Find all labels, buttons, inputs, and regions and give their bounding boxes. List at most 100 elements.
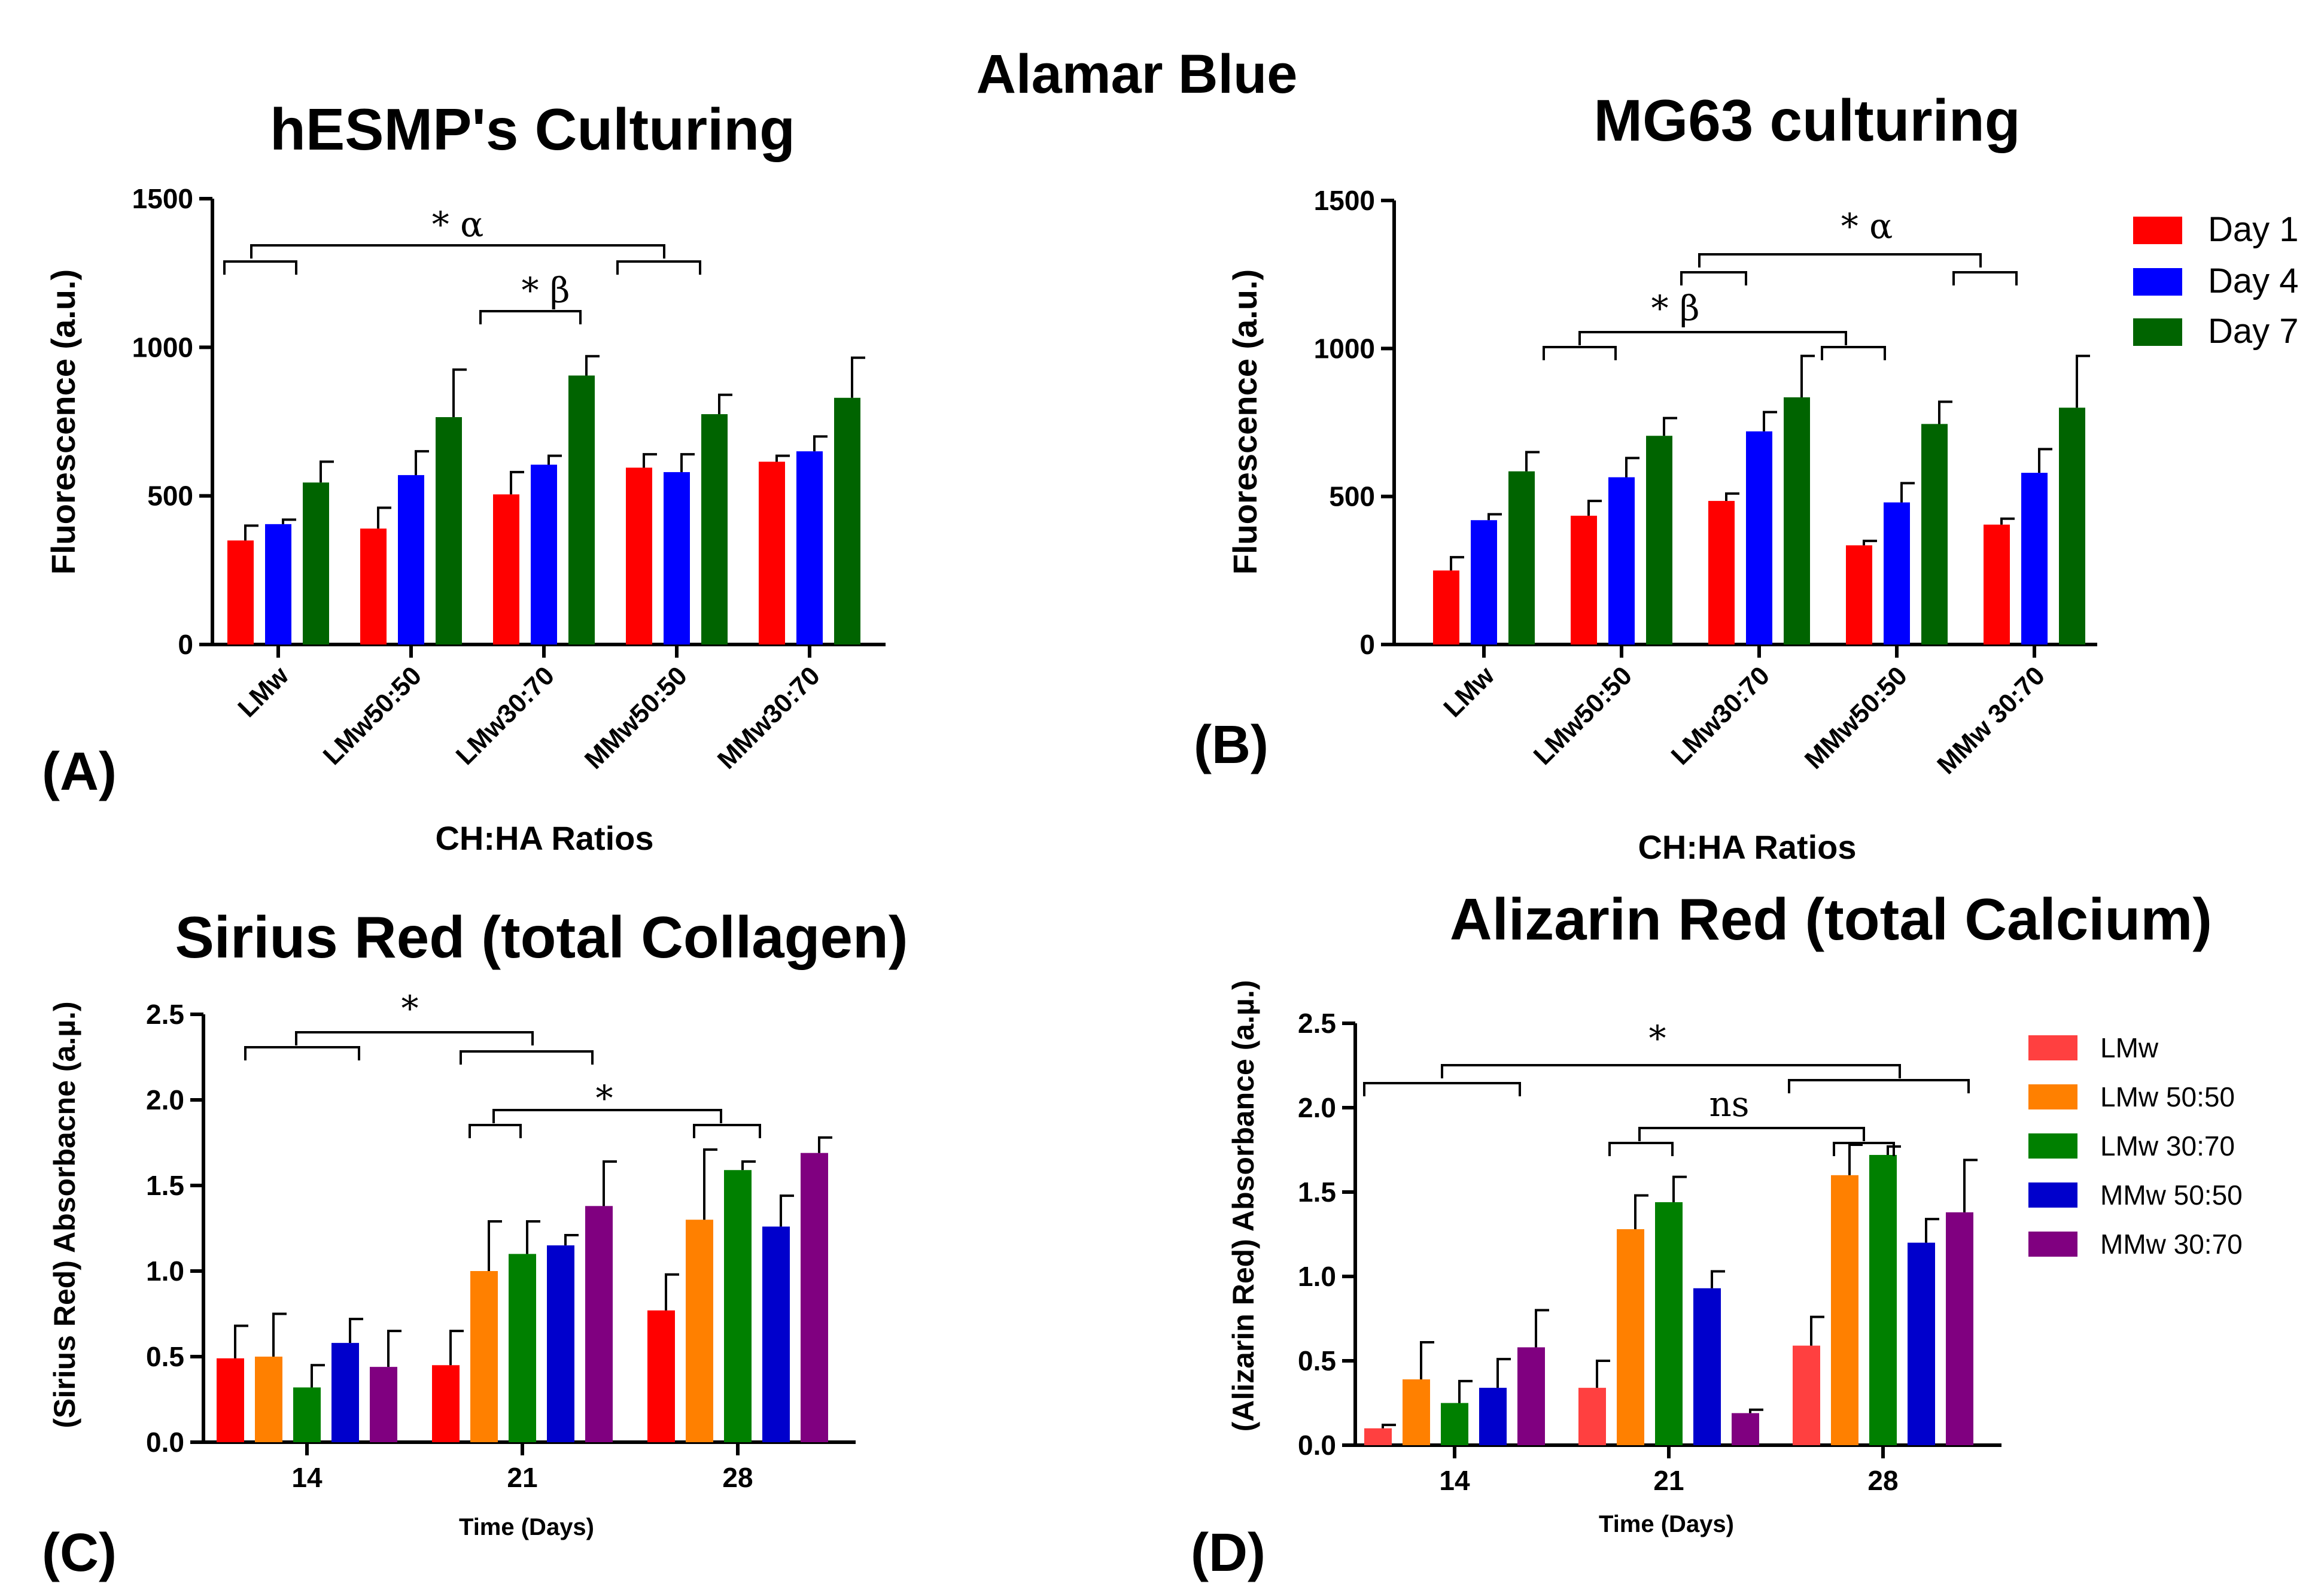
- significance-label: * α: [432, 204, 484, 245]
- y-tick-label: 500: [1329, 481, 1375, 512]
- significance-bracket: [693, 1124, 761, 1138]
- significance-bracket: [469, 1124, 522, 1138]
- bar: [701, 414, 728, 645]
- bar: [1693, 1288, 1721, 1445]
- legend-d-label-lmw5050: LMw 50:50: [2100, 1081, 2235, 1112]
- significance-bracket: [1833, 1142, 1895, 1156]
- panel-d-ylabel: (Alizarin Red) Absorbance (a.µ.): [1227, 980, 1260, 1432]
- legend-d-swatch-lmw5050: [2028, 1084, 2077, 1109]
- panel-b-plot: 0 500 1000 1500 LMw LMw50:50 LMw30:70 MMw50:50 M…: [1314, 185, 2097, 780]
- bar: [1403, 1379, 1430, 1445]
- legend-d-swatch-mmw5050: [2028, 1182, 2077, 1208]
- x-tick-label: MMw 30:70: [1931, 661, 2051, 780]
- x-tick-label: MMw30:70: [712, 661, 826, 774]
- panel-c-label: (C): [42, 1523, 117, 1583]
- bar: [568, 375, 595, 645]
- significance-bracket: [460, 1050, 594, 1065]
- bar: [398, 475, 424, 645]
- panel-d-title: Alizarin Red (total Calcium): [1450, 886, 2212, 952]
- panel-c: Sirius Red (total Collagen) (Sirius Red)…: [42, 904, 908, 1583]
- bar: [1831, 1175, 1858, 1445]
- bar: [1479, 1388, 1507, 1445]
- bar: [1946, 1212, 1973, 1445]
- bar: [647, 1310, 675, 1442]
- bar: [331, 1343, 359, 1442]
- bar: [547, 1245, 574, 1442]
- panel-a-ylabel: Fluorescence (a.u.): [44, 269, 82, 574]
- significance-bracket: [1680, 271, 1747, 285]
- x-tick-label: MMw50:50: [1799, 661, 1913, 774]
- bar: [1984, 524, 2010, 645]
- y-tick-label: 1.0: [1298, 1261, 1336, 1292]
- panel-c-title: Sirius Red (total Collagen): [175, 904, 908, 970]
- legend-d-label-lmw3070: LMw 30:70: [2100, 1130, 2235, 1162]
- panel-a-title: hESMP's Culturing: [270, 96, 795, 162]
- y-tick-label: 1.5: [1298, 1176, 1336, 1208]
- legend-d-swatch-lmw3070: [2028, 1133, 2077, 1159]
- x-tick-label: 21: [1653, 1465, 1684, 1496]
- y-tick-label: 500: [147, 481, 193, 512]
- y-tick-label: 0: [1359, 629, 1375, 660]
- significance-label: * α: [1841, 206, 1893, 247]
- bar: [1921, 424, 1948, 645]
- bar: [1578, 1388, 1606, 1445]
- legend-ab-label-day1: Day 1: [2208, 210, 2299, 249]
- significance-label: *: [1649, 1018, 1666, 1059]
- y-tick-label: 2.5: [146, 999, 184, 1030]
- significance-bracket: [1543, 346, 1617, 360]
- x-tick-label: 21: [507, 1462, 537, 1493]
- legend-ab-swatch-day1: [2133, 217, 2182, 244]
- significance-connector: [1638, 1127, 1865, 1141]
- bar: [2059, 408, 2085, 645]
- y-tick-label: 1500: [132, 183, 193, 214]
- panel-b-ylabel: Fluorescence (a.u.): [1226, 269, 1264, 574]
- bar: [664, 472, 690, 645]
- significance-bracket: [1821, 346, 1886, 360]
- bar: [1784, 397, 1810, 645]
- bar: [509, 1254, 536, 1442]
- bar: [1571, 515, 1597, 645]
- bar: [1793, 1345, 1820, 1445]
- bar: [255, 1357, 282, 1442]
- panel-c-ylabel: (Sirius Red) Absorbacne (a.µ.): [48, 1001, 81, 1428]
- y-tick-label: 0.0: [146, 1427, 184, 1458]
- significance-bracket: [1363, 1082, 1521, 1096]
- bar: [1608, 477, 1635, 645]
- bar: [801, 1153, 828, 1442]
- bar: [1655, 1202, 1683, 1445]
- y-tick-label: 0.5: [1298, 1345, 1336, 1376]
- bar: [493, 494, 519, 645]
- x-tick-label: MMw50:50: [579, 661, 693, 774]
- bar: [360, 528, 387, 645]
- x-tick-label: LMw30:70: [1666, 661, 1775, 770]
- significance-label: *: [401, 988, 419, 1029]
- significance-label: * β: [522, 270, 570, 311]
- y-tick-label: 1.0: [146, 1255, 184, 1287]
- panel-a: hESMP's Culturing Fluorescence (a.u.) CH…: [42, 96, 886, 857]
- panel-c-xlabel: Time (Days): [459, 1514, 594, 1540]
- y-tick-label: 2.5: [1298, 1008, 1336, 1039]
- bar: [370, 1367, 397, 1442]
- bar: [1517, 1347, 1545, 1445]
- significance-connector: [1698, 253, 1982, 267]
- panel-b-title: MG63 culturing: [1593, 87, 2020, 153]
- figure-title: Alamar Blue: [977, 44, 1298, 105]
- legend-d-label-mmw5050: MMw 50:50: [2100, 1179, 2243, 1211]
- bar: [1846, 545, 1872, 645]
- x-tick-label: LMw: [1438, 661, 1500, 723]
- bar: [470, 1271, 498, 1442]
- bar: [293, 1387, 321, 1442]
- bar: [1646, 436, 1672, 645]
- y-tick-label: 1000: [132, 332, 193, 363]
- bar: [1433, 570, 1459, 645]
- y-tick-label: 1500: [1314, 185, 1375, 216]
- panel-b-label: (B): [1194, 715, 1269, 775]
- bar: [1617, 1229, 1644, 1445]
- significance-label: *: [596, 1078, 613, 1118]
- legend-ab-swatch-day7: [2133, 318, 2182, 346]
- bar: [1884, 502, 1910, 645]
- panel-a-label: (A): [42, 742, 117, 802]
- x-tick-label: LMw50:50: [1528, 661, 1638, 770]
- y-tick-label: 2.0: [146, 1084, 184, 1115]
